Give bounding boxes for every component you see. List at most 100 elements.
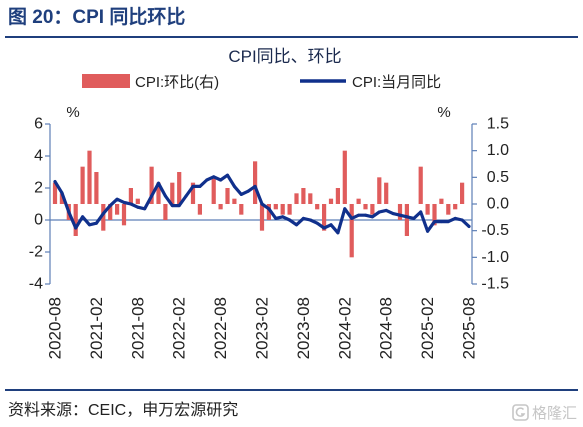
bar-cpi-mom — [101, 204, 106, 231]
legend-label-cpi-mom: CPI:环比(右) — [135, 74, 219, 91]
point-cpi-yoy — [364, 213, 367, 217]
point-cpi-yoy — [115, 197, 119, 201]
point-cpi-yoy — [377, 210, 381, 214]
x-tick-label: 2021-08 — [128, 297, 147, 359]
y-left-tick-label: -2 — [29, 244, 43, 261]
bar-cpi-mom — [453, 204, 458, 210]
point-cpi-yoy — [370, 215, 374, 219]
point-cpi-yoy — [350, 216, 354, 220]
bar-cpi-mom — [115, 204, 120, 215]
point-cpi-yoy — [60, 191, 64, 195]
figure-title: 图 20：CPI 同比环比 — [8, 7, 186, 28]
bar-cpi-mom — [460, 182, 465, 204]
bar-cpi-mom — [218, 204, 223, 210]
point-cpi-yoy — [329, 223, 333, 227]
bar-cpi-mom — [384, 182, 389, 204]
point-cpi-yoy — [53, 180, 57, 184]
point-cpi-yoy — [281, 215, 285, 219]
bar-cpi-mom — [108, 204, 113, 220]
point-cpi-yoy — [322, 226, 326, 230]
bar-cpi-mom — [253, 161, 258, 204]
point-cpi-yoy — [81, 215, 85, 219]
point-cpi-yoy — [419, 210, 423, 214]
bar-cpi-mom — [87, 150, 92, 204]
point-cpi-yoy — [88, 223, 91, 227]
bar-cpi-mom — [370, 204, 375, 215]
bar-cpi-mom — [156, 182, 161, 204]
point-cpi-yoy — [274, 216, 278, 220]
point-cpi-yoy — [343, 207, 347, 211]
x-tick-label: 2022-08 — [211, 297, 230, 359]
point-cpi-yoy — [308, 218, 312, 222]
bar-cpi-mom — [266, 204, 271, 220]
bar-cpi-mom — [94, 172, 99, 204]
point-cpi-yoy — [439, 220, 443, 224]
point-cpi-yoy — [384, 208, 388, 212]
point-cpi-yoy — [150, 194, 154, 198]
y-left-tick-label: 6 — [34, 116, 43, 133]
bar-cpi-mom — [80, 166, 85, 204]
point-cpi-yoy — [253, 184, 257, 188]
bar-cpi-mom — [439, 198, 444, 204]
bar-cpi-mom — [294, 193, 299, 204]
point-cpi-yoy — [212, 175, 216, 179]
point-cpi-yoy — [232, 184, 236, 188]
point-cpi-yoy — [426, 229, 430, 233]
watermark-logo-icon — [512, 403, 529, 421]
point-cpi-yoy — [246, 189, 250, 193]
x-tick-label: 2025-08 — [460, 297, 479, 359]
point-cpi-yoy — [101, 212, 105, 216]
point-cpi-yoy — [108, 204, 112, 208]
title-divider — [5, 36, 578, 38]
bar-cpi-mom — [328, 198, 334, 204]
bar-cpi-mom — [425, 204, 430, 215]
point-cpi-yoy — [446, 220, 450, 224]
point-cpi-yoy — [288, 218, 292, 222]
y-right-unit-label: % — [437, 104, 450, 121]
y-left-unit-label: % — [66, 104, 79, 121]
bar-cpi-mom — [149, 166, 154, 204]
point-cpi-yoy — [295, 223, 298, 227]
watermark: 格隆汇 — [512, 402, 577, 422]
bar-cpi-mom — [128, 188, 133, 204]
bar-cpi-mom — [52, 182, 58, 204]
point-cpi-yoy — [453, 216, 457, 220]
bar-cpi-mom — [225, 188, 230, 204]
plot-area: 6 4 2 0 -2 -4 1.5 1.0 0.5 0.0 -0.5 -1.0 -1.5 2020-08 2… — [29, 116, 509, 360]
point-cpi-yoy — [260, 202, 264, 206]
legend: CPI:环比(右) CPI:当月同比 — [82, 74, 441, 91]
bar-cpi-mom — [273, 204, 278, 210]
bar-cpi-mom — [211, 177, 216, 204]
bar-cpi-mom — [356, 198, 361, 204]
legend-swatch-cpi-mom — [82, 74, 130, 88]
point-cpi-yoy — [219, 178, 223, 182]
bar-cpi-mom — [446, 204, 451, 215]
point-cpi-yoy — [170, 204, 174, 208]
point-cpi-yoy — [239, 192, 243, 196]
chart: CPI同比、环比 CPI:环比(右) CPI:当月同比 % % 6 4 2 0 -2 -4… — [29, 47, 509, 360]
point-cpi-yoy — [357, 213, 361, 217]
source-divider — [5, 389, 578, 391]
point-cpi-yoy — [460, 218, 464, 222]
bar-cpi-mom — [335, 188, 340, 204]
point-cpi-yoy — [163, 194, 167, 198]
y-right-tick-label: -1.5 — [481, 276, 509, 293]
y-right-tick-label: 0.0 — [487, 196, 509, 213]
point-cpi-yoy — [467, 224, 471, 228]
y-right-tick-label: -1.0 — [481, 249, 509, 266]
bar-cpi-mom — [397, 204, 403, 220]
point-cpi-yoy — [157, 181, 160, 185]
point-cpi-yoy — [198, 184, 202, 188]
y-left-tick-label: 0 — [34, 212, 43, 229]
point-cpi-yoy — [267, 207, 271, 211]
x-tick-label: 2024-02 — [335, 297, 354, 359]
bar-cpi-mom — [418, 166, 423, 204]
x-tick-label: 2024-08 — [377, 297, 396, 359]
watermark-text: 格隆汇 — [531, 404, 577, 422]
bar-cpi-mom — [232, 198, 237, 204]
bar-cpi-mom — [239, 204, 244, 215]
bar-cpi-mom — [377, 177, 382, 204]
chart-title: CPI同比、环比 — [228, 47, 341, 66]
point-cpi-yoy — [336, 231, 340, 235]
bar-cpi-mom — [177, 172, 182, 204]
